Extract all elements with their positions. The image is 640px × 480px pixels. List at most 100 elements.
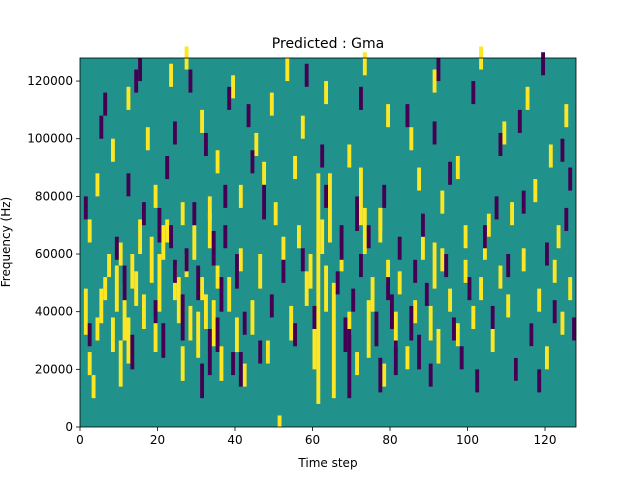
heatmap-cell-high — [176, 277, 181, 324]
heatmap-cell-high — [436, 328, 441, 364]
heatmap-cell-high — [238, 248, 243, 272]
heatmap-cell-low — [142, 202, 146, 226]
y-tick-label: 80000 — [35, 189, 73, 203]
y-tick-label: 40000 — [35, 305, 73, 319]
heatmap-cell-low — [339, 225, 344, 260]
heatmap-cell-high — [207, 196, 212, 220]
heatmap-cell-high — [153, 317, 158, 353]
heatmap-cell-high — [568, 277, 573, 301]
heatmap-cell-high — [285, 58, 290, 82]
heatmap-cell-low — [355, 196, 360, 231]
heatmap-cell-high — [378, 207, 383, 231]
heatmap-cell-high — [114, 265, 119, 312]
heatmap-cell-high — [413, 300, 418, 324]
heatmap-cell-high — [455, 156, 460, 180]
heatmap-cell-high — [525, 86, 530, 110]
heatmap-cell-low — [83, 196, 88, 220]
heatmap-cell-high — [83, 288, 88, 335]
heatmap-cell-high — [328, 173, 332, 243]
plot-frame — [79, 57, 577, 428]
heatmap-cell-low — [366, 225, 371, 249]
heatmap-cell-high — [266, 340, 270, 364]
y-tick-label: 100000 — [27, 132, 73, 146]
heatmap-cell-low — [227, 86, 232, 110]
heatmap-cell-low — [475, 369, 480, 393]
heatmap-cell-high — [258, 254, 263, 289]
heatmap-cell-high — [235, 317, 239, 353]
heatmap-plot-area — [80, 46, 577, 427]
heatmap-cell-low — [258, 340, 263, 364]
heatmap-cell-low — [238, 352, 243, 387]
heatmap-cell-high — [308, 254, 313, 289]
heatmap-cell-high — [192, 225, 197, 260]
heatmap-cell-low — [351, 288, 356, 312]
heatmap-cell-low — [246, 104, 251, 128]
heatmap-cell-high — [463, 225, 468, 249]
heatmap-cell-low — [165, 156, 170, 180]
heatmap-cell-high — [91, 375, 96, 399]
heatmap-cell-low — [262, 184, 267, 220]
heatmap-cell-high — [448, 288, 453, 312]
heatmap-cell-high — [324, 265, 329, 312]
y-tick-label: 0 — [65, 420, 73, 434]
y-tick-label: 60000 — [35, 247, 73, 261]
heatmap-cell-high — [87, 219, 92, 243]
heatmap-cell-low — [564, 207, 569, 231]
heatmap-cell-low — [521, 190, 526, 214]
heatmap-cell-low — [378, 357, 383, 393]
heatmap-cell-high — [103, 277, 108, 301]
heatmap-cell-high — [277, 415, 282, 427]
heatmap-cell-low — [184, 248, 189, 272]
heatmap-cell-high — [130, 254, 135, 289]
x-axis-label: Time step — [297, 456, 357, 470]
heatmap-cell-high — [386, 259, 391, 283]
heatmap-cell-high — [200, 109, 205, 133]
heatmap-cell-low — [568, 167, 573, 191]
heatmap-cell-low — [432, 121, 437, 145]
heatmap-cell-low — [134, 69, 139, 93]
heatmap-cell-low — [459, 346, 464, 370]
heatmap-cell-high — [219, 346, 224, 381]
heatmap-cell-high — [339, 248, 344, 272]
heatmap-cell-low — [498, 132, 503, 157]
heatmap-cell-low — [122, 265, 127, 301]
heatmap-cell-low — [130, 334, 135, 370]
heatmap-cell-high — [161, 225, 166, 260]
heatmap-cell-high — [157, 254, 162, 312]
heatmap-cell-low — [529, 323, 534, 347]
heatmap-cell-high — [471, 305, 476, 329]
heatmap-cell-high — [479, 277, 484, 301]
heatmap-cell-high — [421, 236, 425, 260]
heatmap-cell-low — [545, 242, 549, 266]
heatmap-cell-high — [180, 202, 185, 226]
heatmap-cell-high — [293, 156, 298, 180]
heatmap-cell-low — [103, 92, 108, 116]
heatmap-cell-high — [366, 300, 371, 358]
heatmap-cell-low — [382, 184, 387, 208]
heatmap-cell-high — [126, 317, 131, 364]
heatmap-cell-high — [533, 179, 538, 203]
heatmap-cell-high — [254, 132, 259, 157]
heatmap-cell-low — [506, 254, 511, 278]
heatmap-cell-low — [359, 254, 363, 278]
heatmap-cell-high — [111, 317, 115, 353]
heatmap-cell-low — [114, 236, 119, 260]
x-tick-label: 120 — [534, 433, 557, 447]
y-tick-label: 20000 — [35, 362, 73, 376]
heatmap-cell-high — [87, 352, 92, 376]
heatmap-cell-low — [324, 184, 329, 208]
heatmap-cell-low — [409, 305, 414, 341]
heatmap-cell-high — [227, 277, 232, 312]
x-tick-label: 80 — [382, 433, 397, 447]
heatmap-cell-low — [397, 236, 402, 260]
heatmap-cell-high — [126, 86, 131, 110]
heatmap-cell-high — [362, 207, 367, 255]
heatmap-cell-low — [99, 115, 104, 139]
heatmap-cell-high — [428, 305, 433, 341]
heatmap-cell-low — [173, 259, 177, 283]
heatmap-cell-high — [440, 190, 445, 214]
heatmap-cell-high — [432, 242, 437, 289]
heatmap-cell-low — [169, 225, 174, 249]
heatmap-cell-low — [517, 109, 522, 133]
heatmap-cell-high — [304, 271, 309, 306]
